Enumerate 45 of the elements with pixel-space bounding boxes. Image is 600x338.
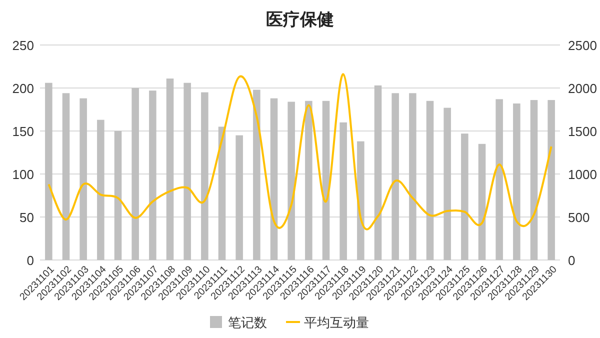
chart-title: 医疗保健: [266, 10, 334, 29]
bar: [357, 141, 364, 260]
bar: [166, 78, 174, 260]
bar: [132, 88, 139, 260]
bar: [149, 90, 156, 260]
y2-tick-label: 1000: [568, 167, 597, 182]
bar: [218, 126, 226, 260]
y-tick-label: 150: [12, 124, 34, 139]
bar: [253, 90, 260, 260]
bar: [62, 93, 70, 260]
bar: [530, 100, 538, 260]
bar: [548, 100, 555, 260]
bar: [305, 100, 312, 260]
y2-tick-label: 2000: [568, 81, 597, 96]
bar: [496, 99, 503, 260]
y-tick-label: 0: [26, 253, 34, 268]
bar: [201, 92, 208, 260]
bar: [97, 120, 104, 260]
bar: [236, 135, 243, 260]
bar: [322, 100, 330, 260]
bar: [444, 108, 451, 260]
bar: [392, 93, 399, 260]
bar: [114, 131, 122, 260]
bar: [45, 82, 52, 260]
legend-label: 平均互动量: [304, 315, 369, 330]
y2-tick-label: 2500: [568, 38, 597, 53]
y-tick-label: 50: [20, 210, 34, 225]
bar: [426, 100, 434, 260]
y2-tick-label: 500: [568, 210, 590, 225]
y-tick-label: 250: [12, 38, 34, 53]
bar: [270, 98, 278, 260]
y-tick-label: 200: [12, 81, 34, 96]
bar: [288, 102, 295, 260]
y2-tick-label: 1500: [568, 124, 597, 139]
bar: [461, 134, 468, 260]
bar: [409, 93, 416, 260]
bar: [513, 103, 520, 260]
y2-tick-label: 0: [568, 253, 576, 268]
bar: [374, 85, 382, 260]
y-tick-label: 100: [12, 167, 34, 182]
bar: [184, 82, 191, 260]
bar: [80, 98, 87, 260]
bar: [340, 122, 347, 260]
legend-label: 笔记数: [228, 315, 267, 330]
bar: [478, 144, 486, 260]
